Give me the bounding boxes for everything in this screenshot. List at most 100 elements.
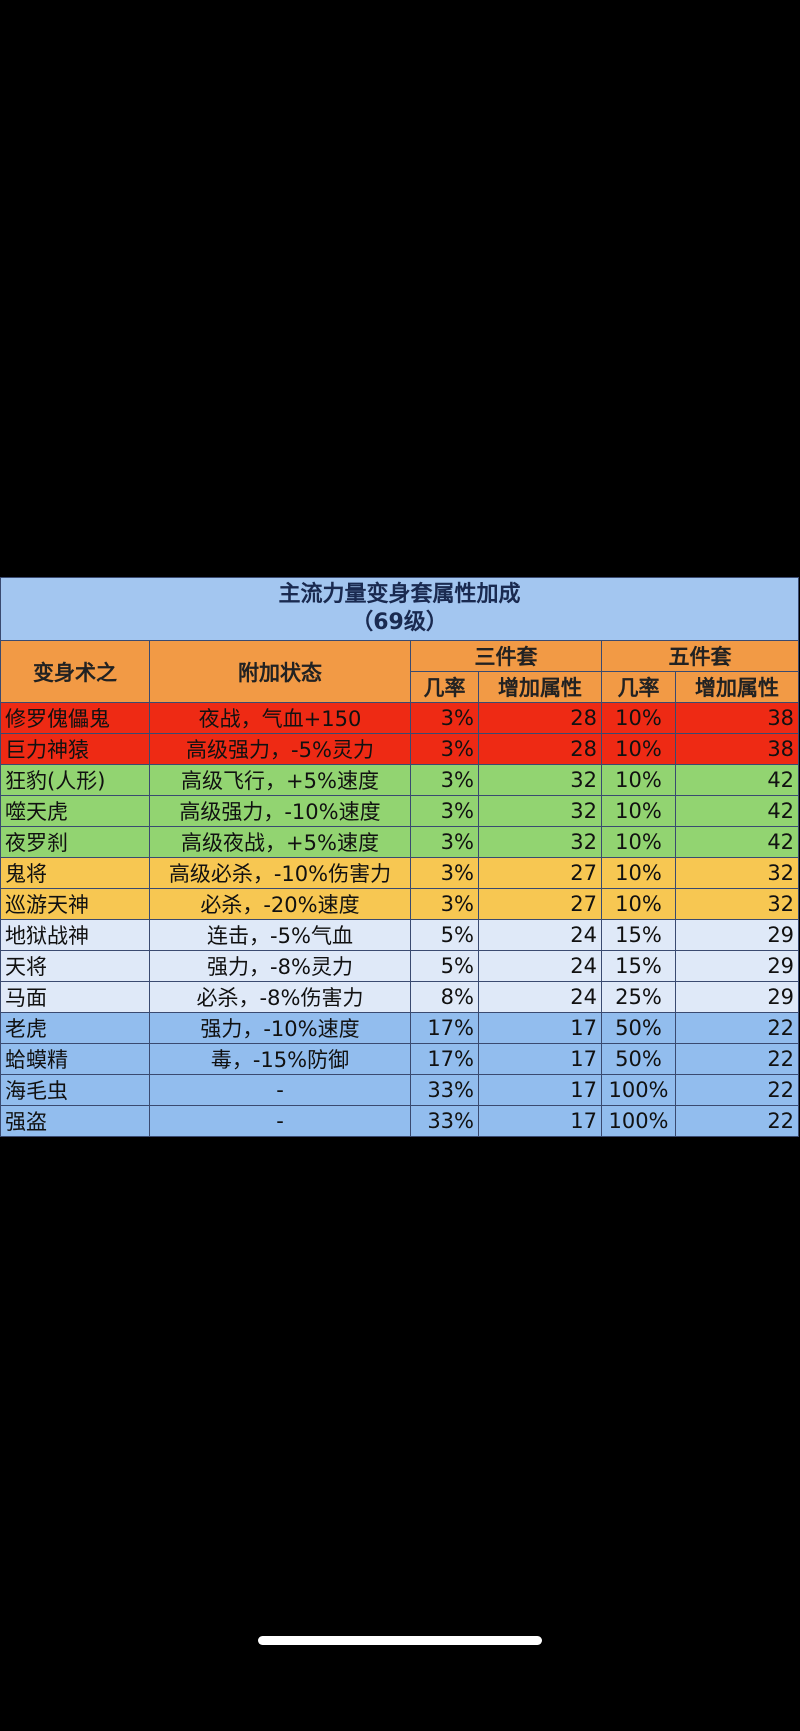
row-set3-attr: 32 bbox=[478, 764, 602, 796]
row-set3-rate: 5% bbox=[410, 919, 479, 951]
row-set3-attr: 17 bbox=[478, 1043, 602, 1075]
row-set3-rate: 3% bbox=[410, 826, 479, 858]
table-row: 蛤蟆精 毒，-15%防御 17% 17 50% 22 bbox=[0, 1043, 800, 1075]
row-set3-attr: 32 bbox=[478, 795, 602, 827]
row-set5-attr: 38 bbox=[674, 733, 800, 765]
subtitle-text: （69级） bbox=[351, 610, 448, 635]
row-set5-rate: 100% bbox=[601, 1105, 676, 1137]
row-set5-rate: 25% bbox=[601, 981, 676, 1013]
row-set5-rate: 10% bbox=[601, 795, 676, 827]
row-set3-attr: 24 bbox=[478, 919, 602, 951]
row-set3-rate: 17% bbox=[410, 1043, 479, 1075]
row-status: 强力，-8%灵力 bbox=[149, 950, 411, 982]
header-set3-attr: 增加属性 bbox=[478, 671, 602, 703]
row-set5-attr: 29 bbox=[674, 981, 800, 1013]
row-set3-rate: 33% bbox=[410, 1074, 479, 1106]
row-set5-attr: 32 bbox=[674, 857, 800, 889]
row-name: 马面 bbox=[0, 981, 150, 1013]
row-set5-rate: 100% bbox=[601, 1074, 676, 1106]
header-set5-rate: 几率 bbox=[601, 671, 676, 703]
row-set5-rate: 15% bbox=[601, 919, 676, 951]
row-set3-rate: 3% bbox=[410, 857, 479, 889]
row-status: 强力，-10%速度 bbox=[149, 1012, 411, 1044]
row-set3-attr: 28 bbox=[478, 702, 602, 734]
row-set5-attr: 22 bbox=[674, 1074, 800, 1106]
row-set3-attr: 27 bbox=[478, 888, 602, 920]
row-name: 修罗傀儡鬼 bbox=[0, 702, 150, 734]
row-status: 高级强力，-10%速度 bbox=[149, 795, 411, 827]
row-set3-attr: 24 bbox=[478, 981, 602, 1013]
row-status: 高级强力，-5%灵力 bbox=[149, 733, 411, 765]
row-set3-attr: 24 bbox=[478, 950, 602, 982]
row-name: 噬天虎 bbox=[0, 795, 150, 827]
home-indicator[interactable] bbox=[258, 1636, 542, 1645]
row-set5-attr: 42 bbox=[674, 795, 800, 827]
row-status: 高级飞行，+5%速度 bbox=[149, 764, 411, 796]
row-set3-attr: 28 bbox=[478, 733, 602, 765]
row-set3-rate: 3% bbox=[410, 795, 479, 827]
row-name: 夜罗刹 bbox=[0, 826, 150, 858]
row-name: 老虎 bbox=[0, 1012, 150, 1044]
row-set3-attr: 32 bbox=[478, 826, 602, 858]
table-row: 夜罗刹 高级夜战，+5%速度 3% 32 10% 42 bbox=[0, 826, 800, 858]
row-name: 巡游天神 bbox=[0, 888, 150, 920]
row-name: 狂豹(人形) bbox=[0, 764, 150, 796]
table-row: 巨力神猿 高级强力，-5%灵力 3% 28 10% 38 bbox=[0, 733, 800, 765]
row-set5-attr: 22 bbox=[674, 1105, 800, 1137]
row-set5-rate: 50% bbox=[601, 1012, 676, 1044]
row-name: 地狱战神 bbox=[0, 919, 150, 951]
row-set5-rate: 10% bbox=[601, 733, 676, 765]
row-set5-attr: 42 bbox=[674, 764, 800, 796]
row-set3-attr: 27 bbox=[478, 857, 602, 889]
row-set3-rate: 8% bbox=[410, 981, 479, 1013]
row-set3-attr: 17 bbox=[478, 1012, 602, 1044]
row-set5-rate: 10% bbox=[601, 857, 676, 889]
row-set5-rate: 50% bbox=[601, 1043, 676, 1075]
row-set3-rate: 3% bbox=[410, 764, 479, 796]
row-status: - bbox=[149, 1105, 411, 1137]
row-set5-attr: 22 bbox=[674, 1012, 800, 1044]
header-set5: 五件套 bbox=[600, 640, 800, 672]
row-name: 鬼将 bbox=[0, 857, 150, 889]
row-set3-rate: 17% bbox=[410, 1012, 479, 1044]
row-set3-rate: 3% bbox=[410, 702, 479, 734]
row-set5-attr: 42 bbox=[674, 826, 800, 858]
table-row: 马面 必杀，-8%伤害力 8% 24 25% 29 bbox=[0, 981, 800, 1013]
table-title: 主流力量变身套属性加成 （69级） bbox=[0, 577, 800, 641]
row-set5-rate: 15% bbox=[601, 950, 676, 982]
row-set5-attr: 29 bbox=[674, 919, 800, 951]
row-set5-rate: 10% bbox=[601, 702, 676, 734]
row-name: 海毛虫 bbox=[0, 1074, 150, 1106]
row-set5-attr: 38 bbox=[674, 702, 800, 734]
table-row: 巡游天神 必杀，-20%速度 3% 27 10% 32 bbox=[0, 888, 800, 920]
header-name: 变身术之 bbox=[0, 640, 150, 703]
header-set3-rate: 几率 bbox=[410, 671, 479, 703]
table-row: 鬼将 高级必杀，-10%伤害力 3% 27 10% 32 bbox=[0, 857, 800, 889]
row-name: 天将 bbox=[0, 950, 150, 982]
header-set5-attr: 增加属性 bbox=[674, 671, 800, 703]
row-status: 连击，-5%气血 bbox=[149, 919, 411, 951]
header-set3: 三件套 bbox=[410, 640, 602, 672]
row-set5-attr: 32 bbox=[674, 888, 800, 920]
row-set3-attr: 17 bbox=[478, 1105, 602, 1137]
row-name: 蛤蟆精 bbox=[0, 1043, 150, 1075]
table-row: 天将 强力，-8%灵力 5% 24 15% 29 bbox=[0, 950, 800, 982]
row-set3-rate: 3% bbox=[410, 733, 479, 765]
row-status: 夜战，气血+150 bbox=[149, 702, 411, 734]
row-set5-attr: 22 bbox=[674, 1043, 800, 1075]
row-name: 强盗 bbox=[0, 1105, 150, 1137]
row-set5-attr: 29 bbox=[674, 950, 800, 982]
set-bonus-table: 主流力量变身套属性加成 （69级） 变身术之 附加状态 三件套 五件套 几率 增加… bbox=[0, 577, 800, 1137]
table-row: 老虎 强力，-10%速度 17% 17 50% 22 bbox=[0, 1012, 800, 1044]
row-set3-rate: 5% bbox=[410, 950, 479, 982]
table-row: 强盗 -33% 17 100% 22 bbox=[0, 1105, 800, 1137]
row-set3-rate: 3% bbox=[410, 888, 479, 920]
table-row: 海毛虫 -33% 17 100% 22 bbox=[0, 1074, 800, 1106]
title-text: 主流力量变身套属性加成 bbox=[278, 582, 521, 607]
row-name: 巨力神猿 bbox=[0, 733, 150, 765]
row-status: 毒，-15%防御 bbox=[149, 1043, 411, 1075]
table-row: 狂豹(人形) 高级飞行，+5%速度 3% 32 10% 42 bbox=[0, 764, 800, 796]
row-status: 高级夜战，+5%速度 bbox=[149, 826, 411, 858]
row-status: 必杀，-20%速度 bbox=[149, 888, 411, 920]
table-row: 地狱战神 连击，-5%气血 5% 24 15% 29 bbox=[0, 919, 800, 951]
